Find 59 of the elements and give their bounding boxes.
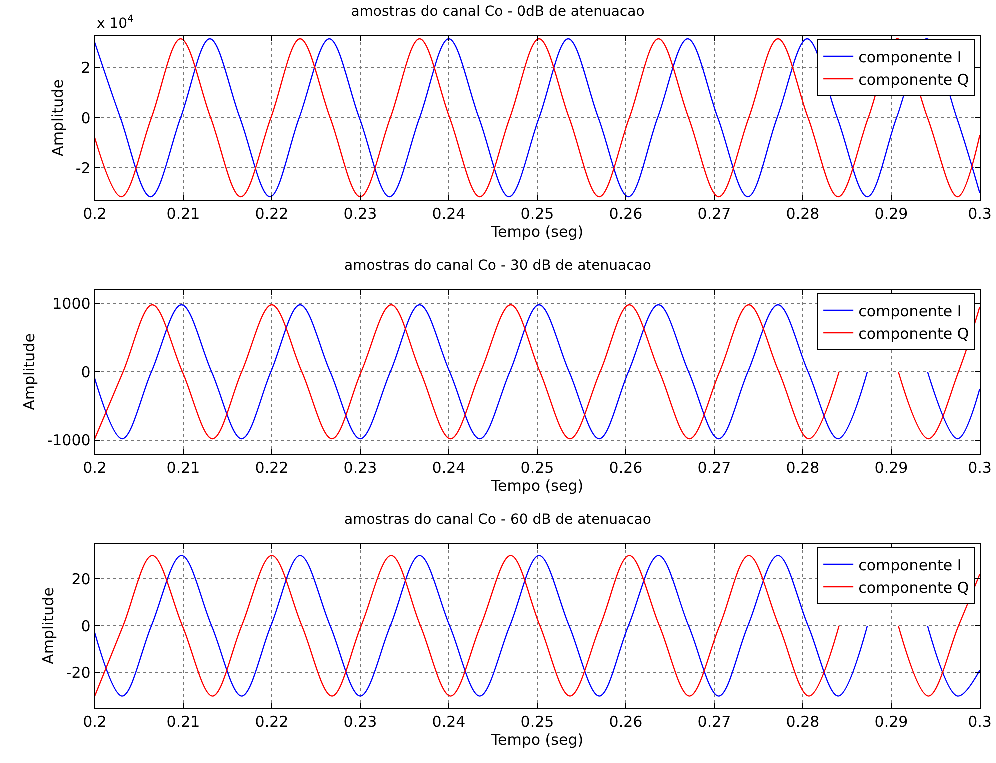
- chart-title: amostras do canal Co - 0dB de atenuacao: [351, 4, 645, 20]
- y-axis-title: Amplitude: [40, 588, 58, 664]
- x-tick-label: 0.27: [698, 205, 732, 224]
- x-tick-label: 0.21: [166, 459, 200, 478]
- x-tick-label: 0.27: [698, 459, 732, 478]
- x-tick-label: 0.25: [520, 459, 554, 478]
- y-tick-label: 2: [81, 59, 91, 78]
- y-tick-label: -1000: [47, 432, 91, 450]
- x-tick-label: 0.29: [874, 205, 908, 224]
- chart-title: amostras do canal Co - 30 dB de atenuacao: [344, 258, 652, 274]
- x-tick-label: 0.22: [255, 205, 289, 224]
- x-tick-label: 0.24: [432, 459, 466, 478]
- x-tick-label: 0.22: [255, 459, 289, 478]
- x-axis-title: Tempo (seg): [490, 477, 584, 496]
- x-tick-label: 0.3: [968, 459, 992, 478]
- x-tick-label: 0.3: [968, 205, 992, 224]
- y-axis-title: Amplitude: [49, 80, 68, 156]
- chart-title: amostras do canal Co - 60 dB de atenuacao: [344, 512, 652, 528]
- x-tick-label: 0.3: [968, 713, 992, 732]
- y-axis-title: Amplitude: [20, 334, 39, 410]
- text: x 10$^{4}$: [97, 14, 134, 32]
- legend-label: componente I: [858, 556, 962, 574]
- x-axis-title: Tempo (seg): [490, 223, 584, 242]
- x-tick-label: 0.2: [83, 713, 107, 732]
- x-tick-label: 0.25: [520, 713, 554, 732]
- x-tick-label: 0.29: [874, 459, 908, 478]
- x-tick-label: 0.29: [874, 713, 908, 732]
- legend-label: componente Q: [858, 578, 970, 597]
- x-tick-label: 0.28: [786, 205, 820, 224]
- x-axis-title: Tempo (seg): [490, 731, 584, 750]
- legend-label: componente Q: [858, 324, 970, 343]
- x-tick-label: 0.24: [432, 205, 466, 224]
- x-tick-label: 0.25: [520, 205, 554, 224]
- x-tick-label: 0.2: [83, 205, 107, 224]
- x-tick-label: 0.27: [698, 713, 732, 732]
- x-tick-label: 0.21: [166, 713, 200, 732]
- x-tick-label: 0.23: [344, 205, 378, 224]
- y-tick-label: -20: [66, 664, 91, 682]
- x-tick-label: 0.21: [166, 205, 200, 224]
- x-tick-label: 0.26: [609, 713, 643, 732]
- y-tick-label: 0: [81, 109, 91, 128]
- x-tick-label: 0.26: [609, 459, 643, 478]
- y-tick-label: 0: [81, 363, 91, 382]
- legend-label: componente Q: [858, 70, 970, 89]
- legend-label: componente I: [858, 48, 962, 66]
- x-tick-label: 0.23: [344, 459, 378, 478]
- y-tick-label: -2: [76, 159, 91, 178]
- x-tick-label: 0.28: [786, 713, 820, 732]
- legend-label: componente I: [858, 302, 962, 320]
- y-tick-label: 0: [81, 617, 91, 636]
- y-tick-label: 20: [72, 570, 91, 588]
- x-tick-label: 0.26: [609, 205, 643, 224]
- x-tick-label: 0.23: [344, 713, 378, 732]
- x-tick-label: 0.28: [786, 459, 820, 478]
- y-tick-label: 1000: [52, 294, 91, 313]
- x-tick-label: 0.24: [432, 713, 466, 732]
- x-tick-label: 0.2: [83, 459, 107, 478]
- line-series: [95, 38, 980, 198]
- x-tick-label: 0.22: [255, 713, 289, 732]
